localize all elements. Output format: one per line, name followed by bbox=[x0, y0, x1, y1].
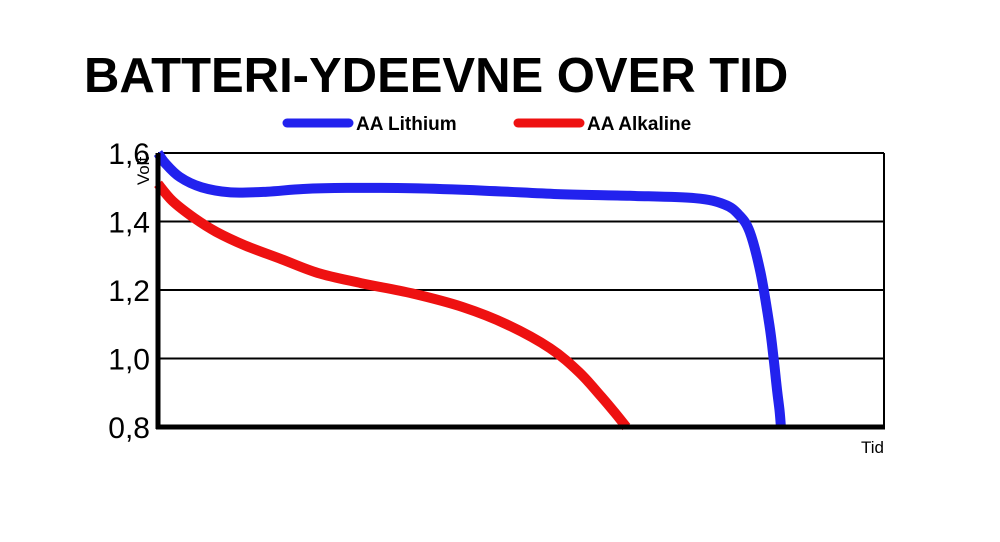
legend: AA Lithium AA Alkaline bbox=[282, 114, 691, 135]
legend-label-aa-alkaline: AA Alkaline bbox=[587, 114, 691, 135]
y-axis-label: Volt bbox=[134, 157, 153, 186]
y-tick-label: 1,6 bbox=[108, 138, 150, 171]
legend-label-aa-lithium: AA Lithium bbox=[356, 114, 457, 135]
series-line-aa-lithium bbox=[153, 150, 786, 428]
series-line-aa-alkaline bbox=[154, 180, 631, 431]
y-tick-label: 1,4 bbox=[108, 207, 150, 240]
series-layer bbox=[153, 150, 786, 431]
gridlines bbox=[158, 152, 885, 427]
axes bbox=[155, 153, 885, 430]
chart-title: BATTERI-YDEEVNE OVER TID bbox=[84, 49, 788, 103]
y-tick-labels: 1,6 1,4 1,2 1,0 0,8 bbox=[108, 138, 150, 445]
y-tick-label: 0,8 bbox=[108, 412, 150, 445]
x-axis-label: Tid bbox=[861, 438, 884, 457]
y-tick-label: 1,0 bbox=[108, 344, 150, 377]
y-tick-label: 1,2 bbox=[108, 275, 150, 308]
